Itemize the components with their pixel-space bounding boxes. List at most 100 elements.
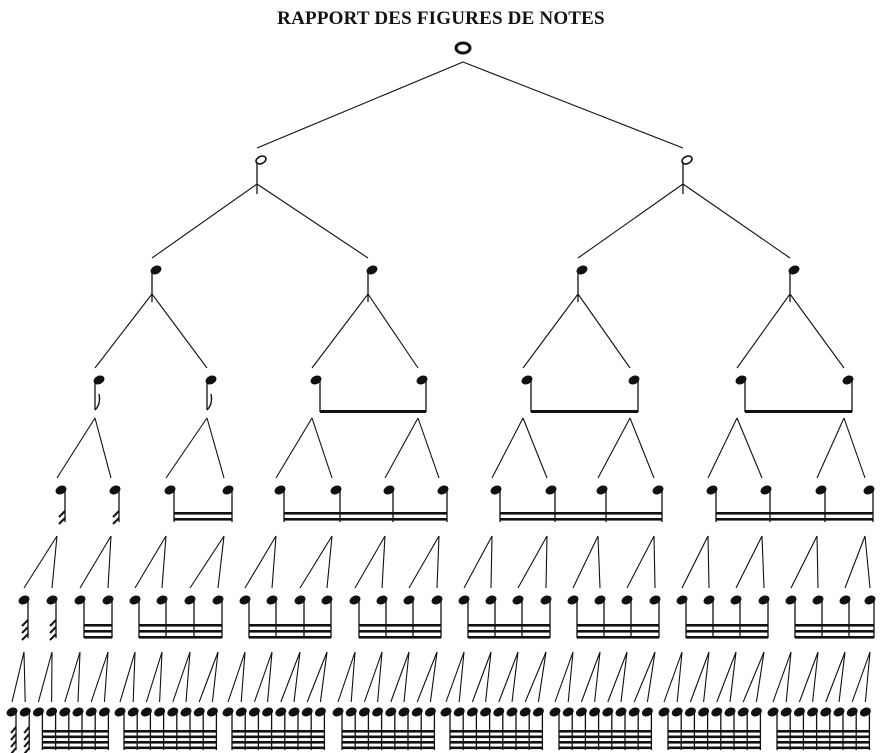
beam	[359, 630, 441, 633]
branch-line	[736, 293, 791, 369]
beam	[124, 730, 217, 733]
thirty-second-note-head	[102, 595, 114, 605]
branch-line	[458, 651, 465, 703]
thirty-second-note-head	[156, 595, 168, 605]
sixty-fourth-flag	[23, 747, 30, 753]
branch-line	[11, 651, 25, 703]
branch-line	[145, 651, 163, 703]
beam	[139, 636, 222, 639]
branch-line	[134, 535, 167, 589]
branch-line	[607, 651, 628, 703]
sixty-fourth-note-head	[385, 707, 397, 717]
sixty-fourth-note-head	[466, 707, 478, 717]
branch-line	[851, 651, 871, 703]
sixteenth-note-head	[760, 485, 772, 495]
branch-line	[729, 651, 737, 703]
sixty-fourth-note-head	[288, 707, 300, 717]
sixty-fourth-note-head	[750, 707, 762, 717]
eighth-flag	[94, 393, 101, 411]
eighth-note-head	[842, 375, 854, 385]
branch-line	[825, 651, 846, 703]
beam	[577, 630, 659, 633]
branch-line	[244, 535, 277, 589]
branch-line	[463, 535, 493, 589]
beam	[468, 630, 550, 633]
branch-line	[682, 183, 791, 259]
branch-line	[381, 535, 386, 589]
beam	[777, 735, 870, 739]
sixteenth-note-head	[109, 485, 121, 495]
beam	[500, 512, 662, 515]
branch-line	[429, 651, 438, 703]
branch-line	[159, 651, 163, 703]
sixteenth-note-head	[222, 485, 234, 495]
sixty-fourth-note-head	[193, 707, 205, 717]
sixteenth-note-head	[383, 485, 395, 495]
branch-line	[580, 651, 601, 703]
thirty-second-flag	[21, 633, 29, 641]
sixty-fourth-note-head	[180, 707, 192, 717]
eighth-note-head	[93, 375, 105, 385]
beam	[84, 624, 112, 627]
branch-line	[119, 651, 136, 703]
sixty-fourth-note-head	[411, 707, 423, 717]
branch-line	[785, 651, 792, 703]
thirty-second-note-head	[785, 595, 797, 605]
branch-line	[151, 293, 208, 369]
beam	[577, 624, 659, 627]
thirty-second-note-head	[294, 595, 306, 605]
beam	[686, 630, 768, 633]
thirty-second-note-head	[812, 595, 824, 605]
branch-line	[280, 651, 301, 703]
branch-line	[511, 651, 519, 703]
branch-line	[462, 61, 684, 149]
branch-line	[522, 293, 579, 369]
branch-line	[79, 535, 112, 589]
branch-line	[545, 535, 548, 589]
branch-line	[689, 651, 710, 703]
branch-line	[206, 417, 225, 479]
quarter-note-head	[788, 265, 800, 275]
beam	[249, 636, 331, 639]
sixty-fourth-note-head	[602, 707, 614, 717]
branch-line	[319, 651, 328, 703]
sixty-fourth-note-head	[332, 707, 344, 717]
sixty-fourth-flag	[10, 740, 17, 748]
sixty-fourth-note-head	[493, 707, 505, 717]
thirty-second-note-head	[349, 595, 361, 605]
thirty-second-flag	[21, 619, 29, 627]
branch-line	[271, 535, 277, 589]
sixty-fourth-note-head	[19, 707, 31, 717]
branch-line	[554, 651, 574, 703]
eighth-note-head	[628, 375, 640, 385]
beam	[686, 624, 768, 627]
sixteenth-note-head	[863, 485, 875, 495]
sixty-fourth-note-head	[589, 707, 601, 717]
branch-line	[676, 651, 683, 703]
branch-line	[151, 183, 258, 259]
branch-line	[524, 651, 547, 703]
branch-line	[653, 535, 656, 589]
beam	[559, 735, 652, 739]
beam	[795, 624, 874, 627]
sixty-fourth-note-head	[767, 707, 779, 717]
thirty-second-note-head	[621, 595, 633, 605]
branch-line	[103, 651, 109, 703]
branch-line	[577, 183, 684, 259]
branch-line	[816, 417, 845, 479]
thirty-second-note-head	[212, 595, 224, 605]
branch-line	[772, 651, 792, 703]
beam	[716, 512, 873, 515]
branch-line	[311, 417, 333, 479]
branch-line	[816, 535, 819, 589]
branch-line	[37, 651, 53, 703]
branch-line	[275, 417, 313, 479]
branch-line	[326, 535, 333, 589]
eighth-note-head	[416, 375, 428, 385]
beam	[342, 735, 435, 739]
branch-line	[189, 535, 225, 589]
branch-line	[94, 417, 112, 479]
thirty-second-note-head	[184, 595, 196, 605]
branch-line	[629, 417, 655, 479]
sixty-fourth-note-head	[345, 707, 357, 717]
